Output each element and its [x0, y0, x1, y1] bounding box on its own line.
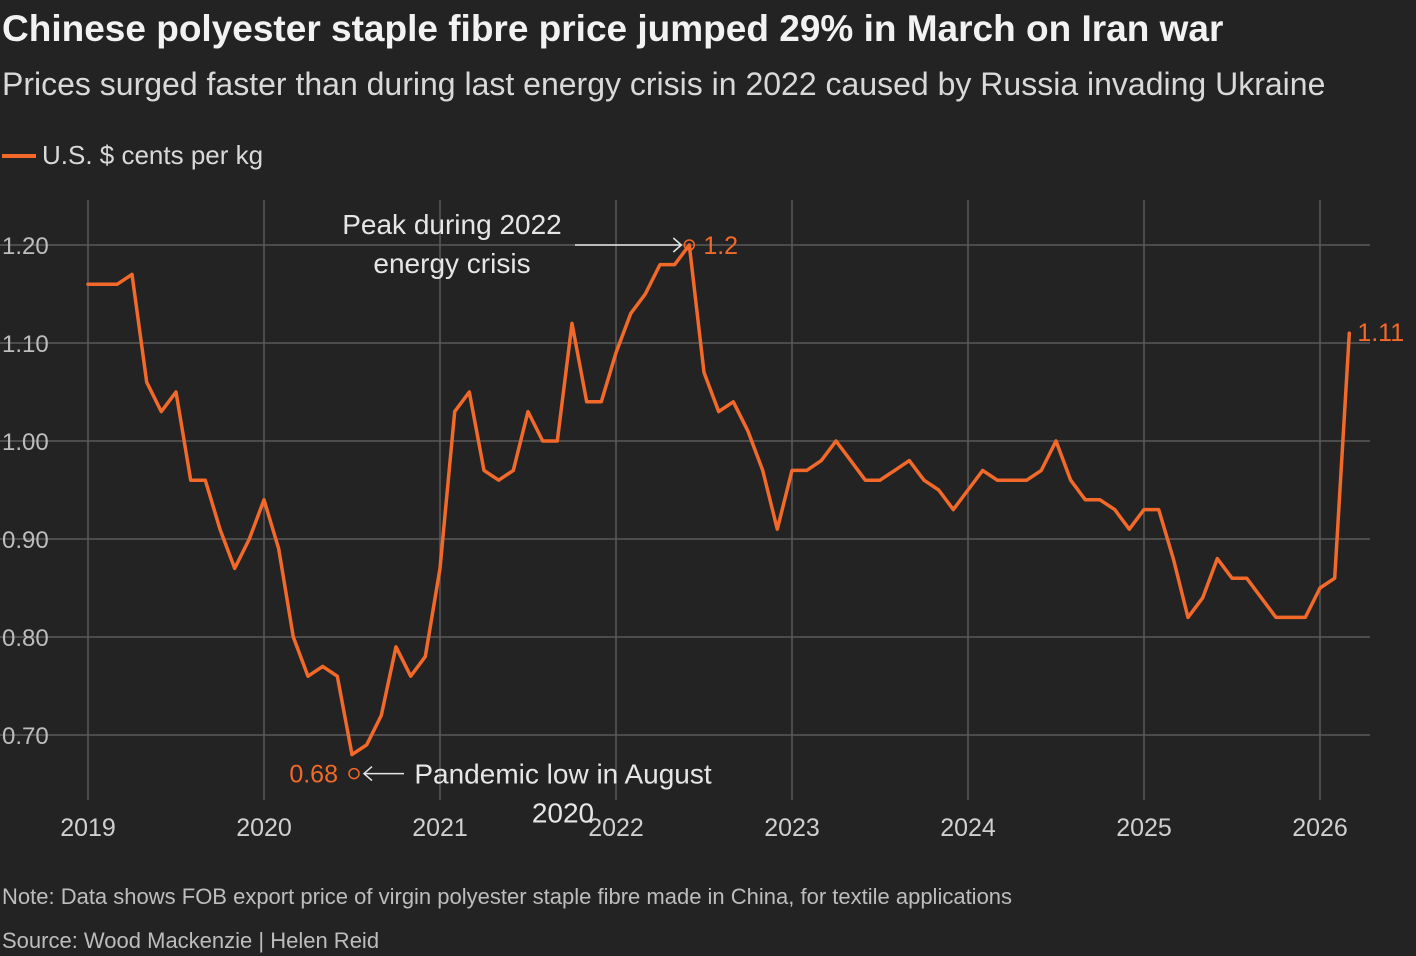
low-annotation-line1: Pandemic low in August	[414, 759, 712, 790]
y-tick-label: 0.70	[2, 723, 49, 750]
low-annotation-line2: 2020	[532, 798, 594, 829]
chart-title: Chinese polyester staple fibre price jum…	[2, 8, 1224, 49]
chart-subtitle: Prices surged faster than during last en…	[2, 66, 1326, 102]
y-tick-label: 0.90	[2, 527, 49, 554]
x-tick-label: 2024	[940, 814, 996, 842]
legend-swatch	[2, 153, 36, 158]
x-tick-label: 2021	[412, 814, 468, 842]
last-value-label: 1.11	[1357, 319, 1404, 347]
y-tick-label: 1.20	[2, 233, 49, 260]
x-tick-label: 2025	[1116, 814, 1172, 842]
x-tick-label: 2019	[60, 814, 116, 842]
x-tick-label: 2022	[588, 814, 644, 842]
source-credit: Source: Wood Mackenzie | Helen Reid	[2, 928, 380, 953]
series-line	[86, 243, 1352, 757]
axis-layer: 0.70 0.80 0.90 1.00 1.10 1.20 2019 2020 2021 2022…	[2, 233, 1348, 842]
peak-annotation-line1: Peak during 2022	[342, 209, 562, 240]
low-value-label: 0.68	[289, 761, 338, 789]
legend-label: U.S. $ cents per kg	[42, 140, 264, 170]
y-tick-label: 0.80	[2, 625, 49, 652]
low-arrow-head	[362, 766, 373, 782]
annotation-layer: 1.2 Peak during 2022 energy crisis 0.68 Pand…	[289, 209, 1404, 829]
x-tick-label: 2026	[1292, 814, 1348, 842]
y-tick-label: 1.10	[2, 331, 49, 358]
series-layer	[86, 243, 1352, 757]
grid-layer	[0, 200, 1370, 800]
chart-plot: 0.70 0.80 0.90 1.00 1.10 1.20 2019 2020 2021 2022…	[0, 200, 1404, 842]
peak-annotation-line2: energy crisis	[373, 248, 530, 279]
peak-marker	[683, 239, 696, 251]
legend: U.S. $ cents per kg	[2, 140, 263, 171]
peak-arrow-head	[672, 237, 683, 253]
x-tick-label: 2020	[236, 814, 292, 842]
footnote: Note: Data shows FOB export price of vir…	[2, 884, 1013, 909]
x-tick-label: 2023	[764, 814, 820, 842]
peak-value-label: 1.2	[703, 232, 738, 260]
y-tick-label: 1.00	[2, 429, 49, 456]
low-marker	[348, 767, 360, 780]
